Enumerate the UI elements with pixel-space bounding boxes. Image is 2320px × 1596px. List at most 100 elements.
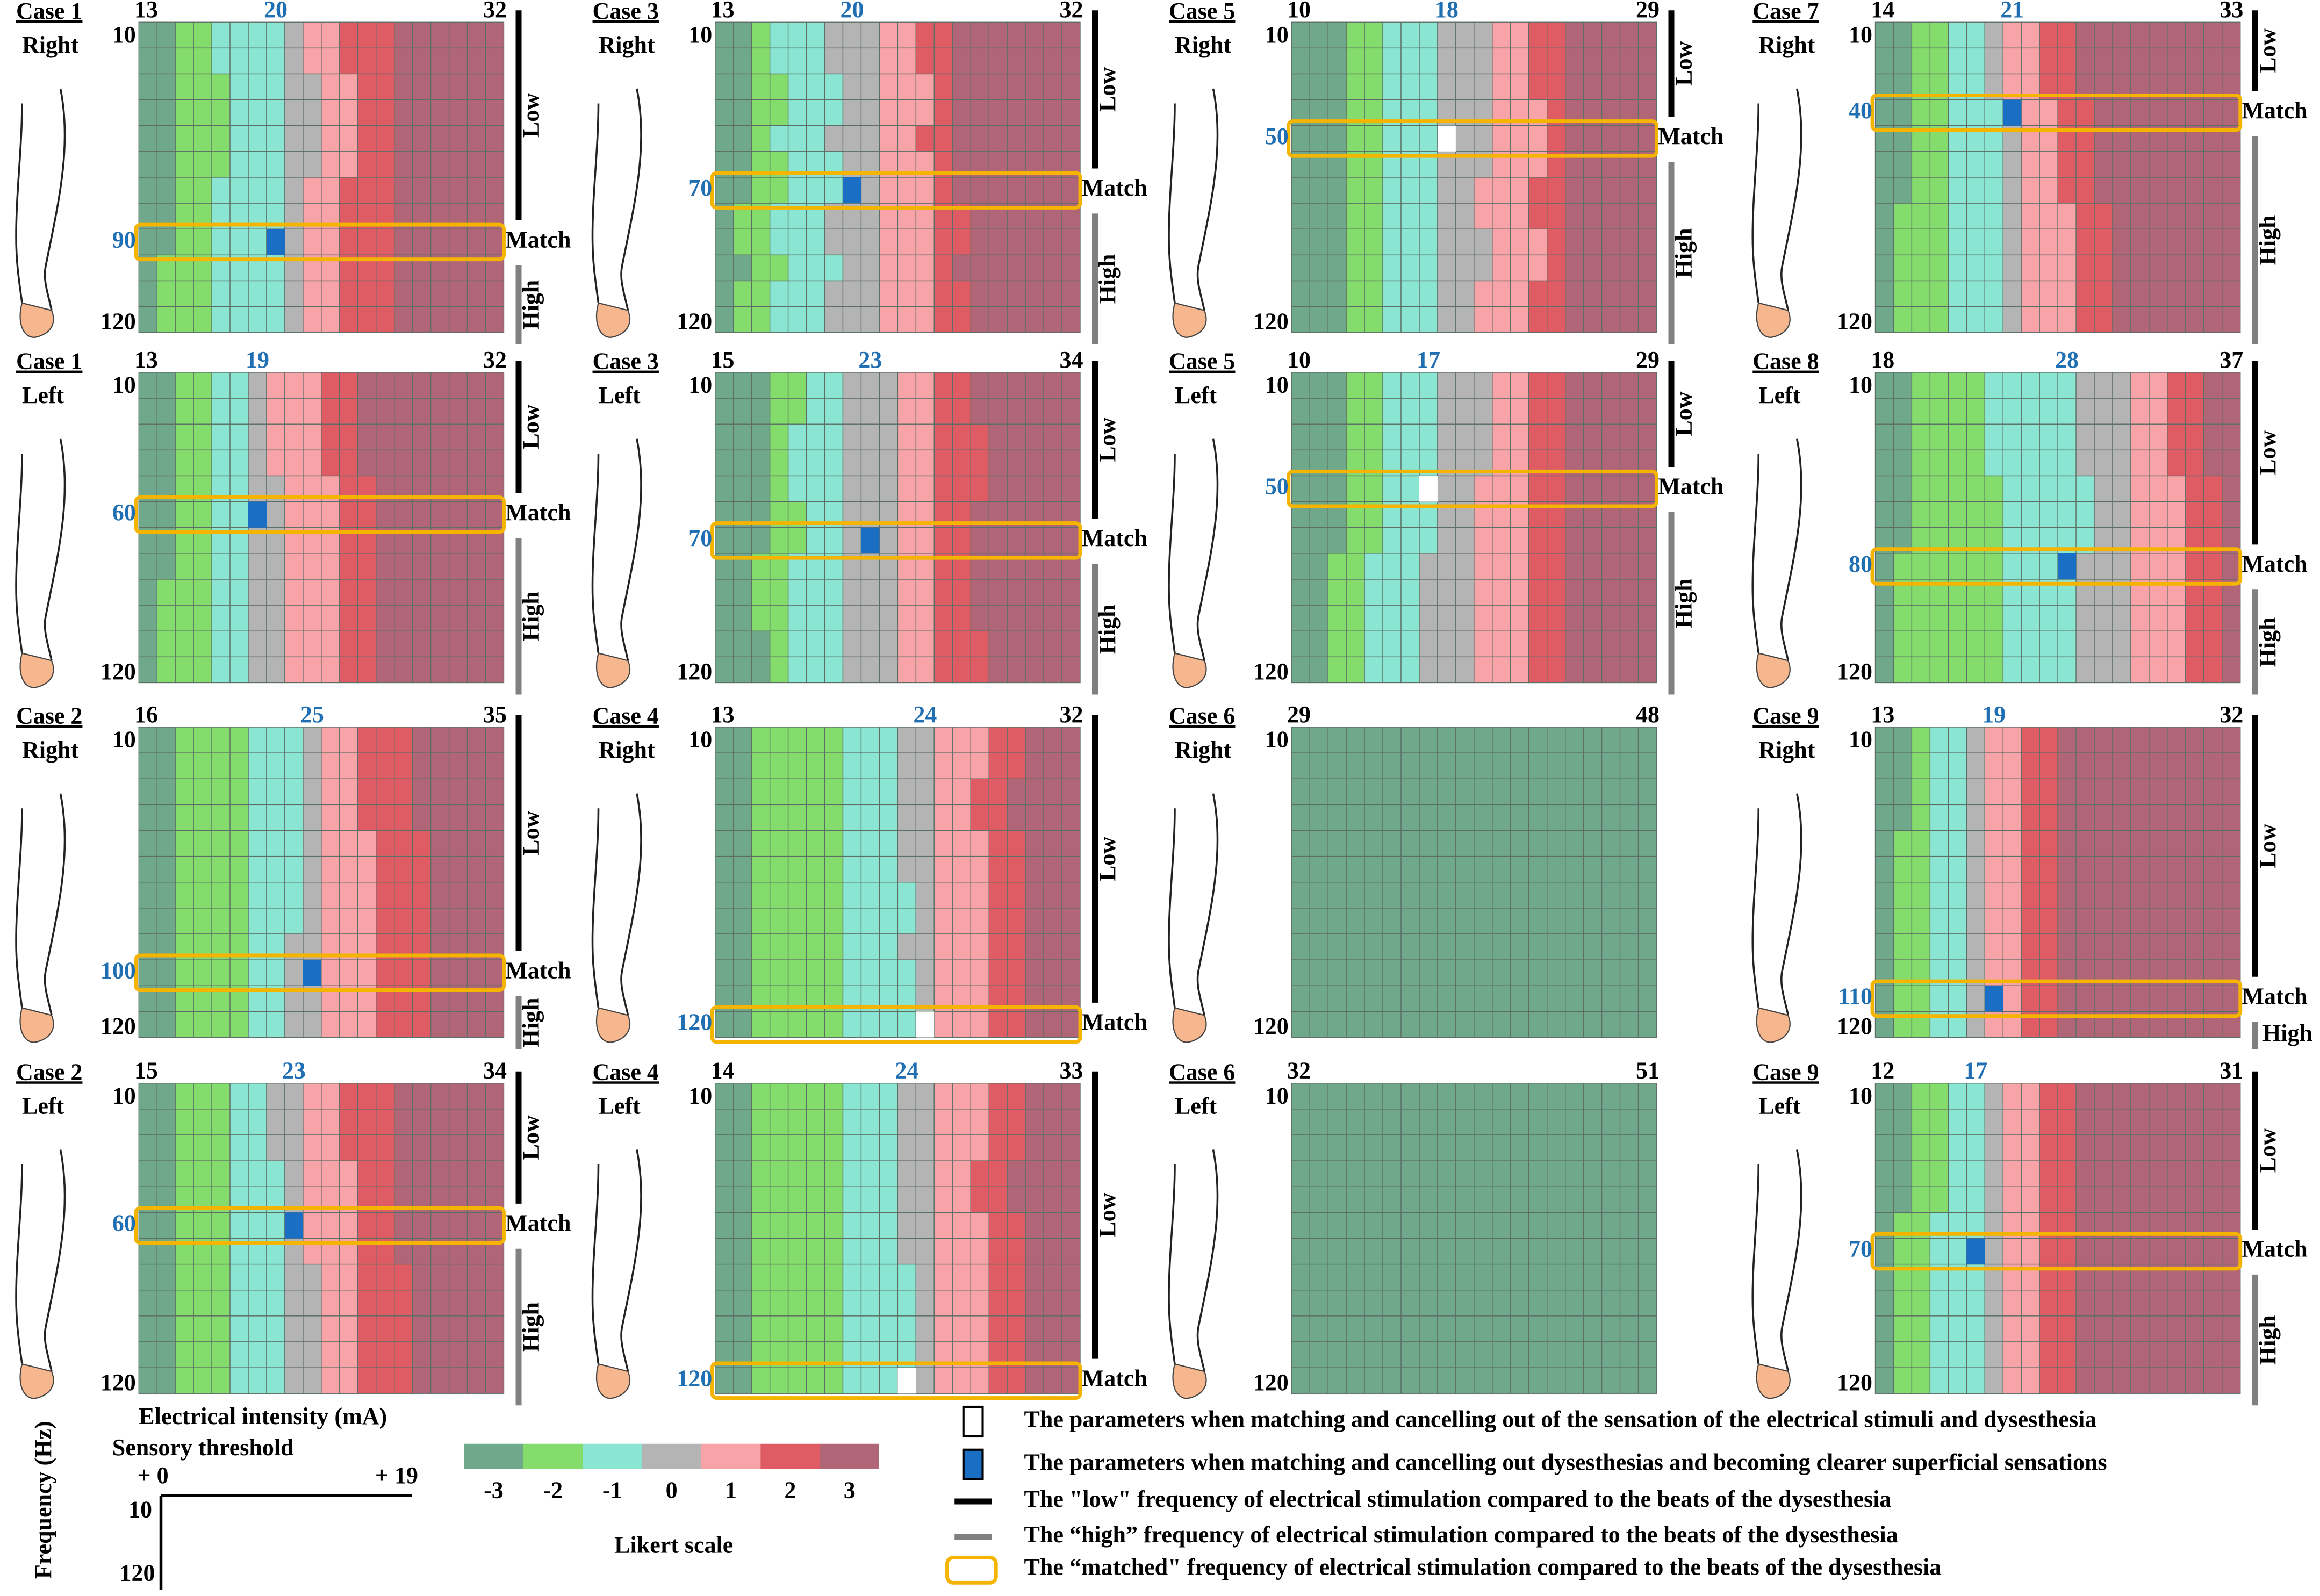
heatmap-cell bbox=[2167, 372, 2186, 399]
heatmap-cell bbox=[1007, 630, 1026, 658]
heatmap-cell bbox=[2075, 306, 2095, 333]
heatmap-cell bbox=[138, 1134, 157, 1161]
heatmap-cell bbox=[175, 1341, 194, 1368]
heatmap-cell bbox=[751, 475, 771, 502]
heatmap-cell bbox=[211, 372, 231, 399]
heatmap-cell bbox=[138, 73, 157, 100]
heatmap-cell bbox=[1565, 959, 1584, 986]
heatmap-cell bbox=[2057, 656, 2077, 684]
heatmap-cell bbox=[193, 1134, 212, 1161]
heatmap-cell bbox=[394, 1083, 413, 1110]
heatmap-cell bbox=[1547, 1011, 1566, 1038]
heatmap-cell bbox=[970, 527, 989, 554]
heatmap-cell bbox=[1911, 423, 1931, 451]
heatmap-cell bbox=[138, 1290, 157, 1317]
heatmap-cell bbox=[715, 1109, 734, 1135]
match-marker bbox=[843, 177, 861, 204]
heatmap-cell bbox=[175, 501, 194, 528]
heatmap-cell bbox=[769, 1238, 789, 1265]
heatmap-cell bbox=[1583, 1186, 1603, 1213]
heatmap-cell bbox=[897, 630, 917, 658]
heatmap-cell bbox=[806, 804, 825, 831]
heatmap-cell bbox=[2021, 778, 2040, 806]
x-max-label: 34 bbox=[483, 1058, 507, 1084]
heatmap-cell bbox=[988, 830, 1008, 857]
heatmap-cell bbox=[175, 280, 194, 307]
heatmap-cell bbox=[2167, 656, 2186, 684]
match-freq-label: 120 bbox=[677, 1365, 712, 1391]
heatmap-cell bbox=[1619, 203, 1639, 229]
heatmap-cell bbox=[879, 579, 899, 606]
heatmap-cell bbox=[970, 1263, 989, 1291]
heatmap-cell bbox=[1893, 752, 1913, 779]
heatmap-cell bbox=[229, 882, 249, 909]
heatmap-cell bbox=[303, 605, 322, 631]
heatmap-cell bbox=[430, 47, 450, 75]
heatmap-cell bbox=[1893, 151, 1913, 178]
heatmap-cell bbox=[1327, 1011, 1347, 1038]
heatmap-cell bbox=[860, 830, 880, 857]
heatmap-cell bbox=[769, 804, 789, 831]
heatmap-cell bbox=[138, 830, 157, 857]
heatmap-cell bbox=[1583, 1011, 1603, 1038]
heatmap-cell bbox=[1893, 1134, 1913, 1161]
heatmap-cell bbox=[321, 1263, 340, 1291]
heatmap-cell bbox=[1400, 1083, 1420, 1110]
heatmap-cell bbox=[266, 306, 285, 333]
heatmap-cell bbox=[2130, 1160, 2150, 1187]
heatmap-cell bbox=[138, 630, 157, 658]
heatmap-cell bbox=[1382, 228, 1402, 256]
heatmap-cell bbox=[1929, 1160, 1949, 1187]
heatmap-cell bbox=[824, 475, 844, 502]
heatmap-cell bbox=[2222, 228, 2241, 256]
heatmap-cell bbox=[1043, 21, 1062, 49]
heatmap-cell bbox=[248, 306, 267, 333]
heatmap-cell bbox=[842, 605, 862, 631]
heatmap-cell bbox=[787, 882, 807, 909]
heatmap-cell bbox=[952, 1263, 971, 1291]
heatmap-cell bbox=[988, 882, 1008, 909]
heatmap-cell bbox=[156, 656, 176, 684]
heatmap-cell bbox=[1619, 727, 1639, 753]
heatmap-cell bbox=[879, 306, 899, 333]
heatmap-cell bbox=[193, 882, 212, 909]
heatmap-cell bbox=[1327, 280, 1347, 307]
heatmap-cell bbox=[156, 306, 176, 333]
heatmap-cell bbox=[1419, 985, 1438, 1012]
heatmap-cell bbox=[1948, 630, 1967, 658]
heatmap-cell bbox=[376, 656, 395, 684]
heatmap-cell bbox=[1565, 1341, 1584, 1368]
heatmap-cell bbox=[156, 855, 176, 883]
heatmap-cell bbox=[842, 630, 862, 658]
heatmap-cell bbox=[1382, 1367, 1402, 1394]
heatmap-cell bbox=[2185, 1134, 2204, 1161]
heatmap-cell bbox=[156, 727, 176, 753]
heatmap-cell bbox=[1474, 959, 1493, 986]
heatmap-cell bbox=[1061, 908, 1081, 934]
heatmap-cell bbox=[1510, 553, 1529, 580]
heatmap-cell bbox=[211, 1341, 231, 1368]
heatmap-cell bbox=[1619, 804, 1639, 831]
heatmap-cell bbox=[1565, 306, 1584, 333]
heatmap-cell bbox=[303, 21, 322, 49]
heatmap-cell bbox=[156, 1315, 176, 1342]
heatmap-cell bbox=[733, 1160, 752, 1187]
heatmap-cell bbox=[466, 855, 486, 883]
heatmap-cell bbox=[357, 1367, 377, 1394]
heatmap-cell bbox=[211, 501, 231, 528]
heatmap-cell bbox=[1948, 47, 1967, 75]
heatmap-cell bbox=[156, 778, 176, 806]
heatmap-cell bbox=[2039, 423, 2058, 451]
heatmap-cell bbox=[248, 830, 267, 857]
heatmap-cell bbox=[1637, 1083, 1657, 1110]
heatmap-cell bbox=[897, 398, 917, 425]
y-tick-label: 10 bbox=[688, 1082, 712, 1109]
heatmap-cell bbox=[2112, 752, 2131, 779]
heatmap-cell bbox=[2002, 830, 2022, 857]
heatmap-cell bbox=[1874, 727, 1894, 753]
heatmap-cell bbox=[2185, 21, 2204, 49]
heatmap-cell bbox=[1547, 1367, 1566, 1394]
heatmap-cell bbox=[2167, 177, 2186, 204]
hand bbox=[1756, 302, 1791, 338]
heatmap-cell bbox=[466, 656, 486, 684]
